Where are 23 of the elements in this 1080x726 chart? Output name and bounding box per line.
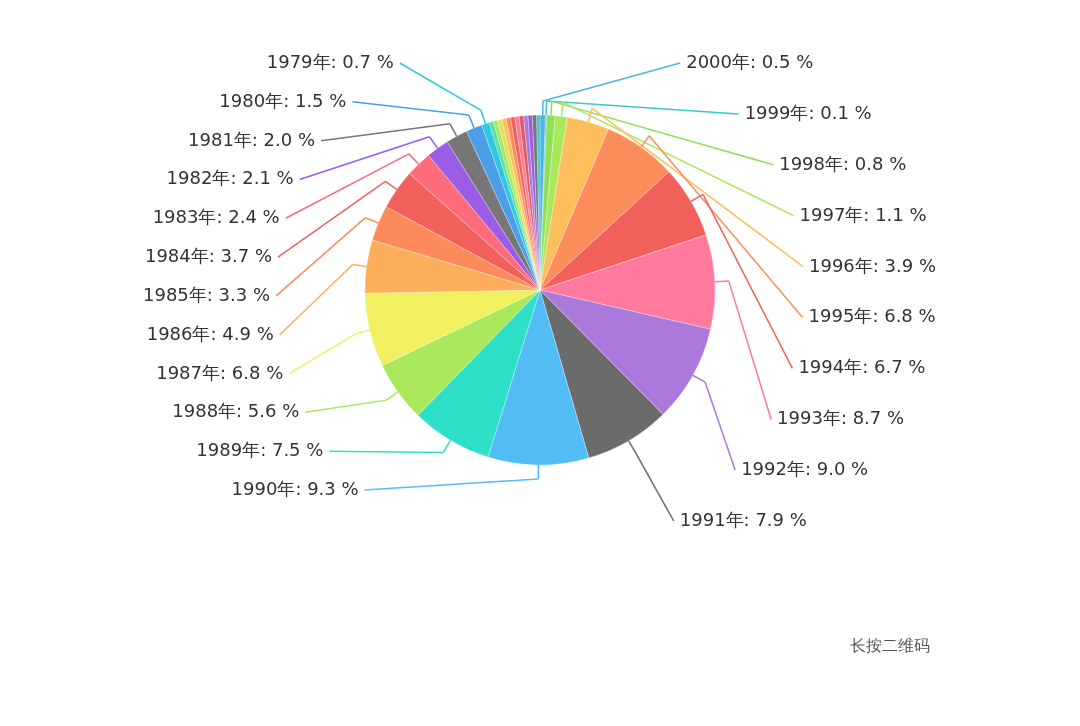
slice-label: 1995年: 6.8 % [808,305,936,327]
slice-label: 1993年: 8.7 % [777,407,905,429]
slice-label: 1979年: 0.7 % [266,51,394,72]
slice-label: 1989年: 7.5 % [196,439,324,461]
slice-label: 1999年: 0.1 % [744,101,872,123]
slice-label: 1991年: 7.9 % [679,509,807,530]
slice-label: 1983年: 2.4 % [152,206,280,228]
slice-label: 1982年: 2.1 % [166,167,294,189]
text: 长按二维码 [850,636,930,655]
slice-label: 1980年: 1.5 % [219,89,347,111]
slice-label: 1986年: 4.9 % [146,322,274,344]
slice-label: 1981年: 2.0 % [188,128,316,150]
slice-label: 1984年: 3.7 % [144,245,273,267]
slice-label: 1997年: 1.1 % [799,203,927,225]
slice-label: 1998年: 0.8 % [779,152,907,174]
slice-label: 1988年: 5.6 % [172,400,300,422]
slice-label: 1994年: 6.7 % [798,356,926,378]
slice-label: 1990年: 9.3 % [231,478,359,499]
slice-label: 1996年: 3.9 % [808,254,937,276]
slice-label: 1987年: 6.8 % [156,361,284,383]
slice-label: 2000年: 0.5 % [686,51,814,72]
slice-label: 1985年: 3.3 % [143,283,271,305]
slice-label: 1992年: 9.0 % [741,458,869,480]
